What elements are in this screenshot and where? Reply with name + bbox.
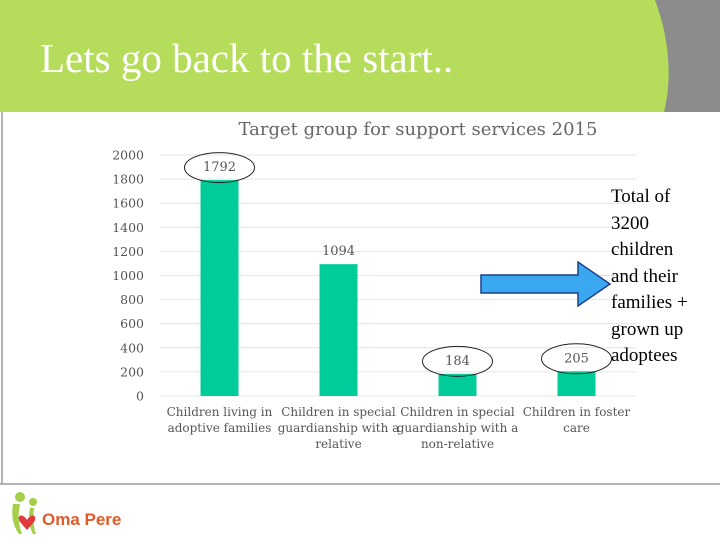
highlight-ellipse <box>422 345 493 377</box>
category-label: non-relative <box>421 437 494 451</box>
bar <box>319 264 358 396</box>
slide-title: Lets go back to the start.. <box>40 35 454 81</box>
data-label: 1094 <box>322 244 355 259</box>
category-label: Children in special <box>400 405 515 419</box>
y-tick-label: 2000 <box>112 148 144 163</box>
y-tick-label: 1600 <box>112 196 144 211</box>
category-label: guardianship with a <box>278 421 400 435</box>
bar <box>557 371 596 396</box>
chart-title: Target group for support services 2015 <box>239 119 598 140</box>
category-label: care <box>563 421 590 435</box>
y-tick-label: 400 <box>120 340 144 355</box>
category-label: Children living in <box>167 405 273 419</box>
y-tick-label: 600 <box>120 316 144 331</box>
highlight-ellipse <box>541 343 612 375</box>
header-green-band <box>0 0 669 112</box>
y-tick-label: 1200 <box>112 244 144 259</box>
data-label: 1792 <box>203 160 236 175</box>
highlight-ellipse <box>184 152 255 184</box>
total-children-note: Total of 3200 children and their familie… <box>611 186 688 366</box>
brand-name: Oma Pere <box>42 510 122 529</box>
y-tick-label: 0 <box>136 389 144 404</box>
data-label: 205 <box>564 351 589 366</box>
bar-chart: Target group for support services 2015 0 2… <box>112 119 636 451</box>
y-tick-label: 200 <box>120 364 144 379</box>
oma-pere-logo-icon <box>12 492 37 534</box>
category-label: relative <box>315 437 361 451</box>
pointer-arrow-icon <box>480 260 612 308</box>
y-tick-label: 1800 <box>112 172 144 187</box>
category-label: adoptive families <box>168 421 272 435</box>
category-label: guardianship with a <box>397 421 519 435</box>
y-tick-label: 800 <box>120 292 144 307</box>
y-tick-label: 1000 <box>112 268 144 283</box>
bar <box>200 180 239 396</box>
category-label: Children in foster <box>523 405 631 419</box>
bar <box>438 373 477 396</box>
data-label: 184 <box>445 354 470 369</box>
y-tick-label: 1400 <box>112 220 144 235</box>
category-label: Children in special <box>281 405 396 419</box>
